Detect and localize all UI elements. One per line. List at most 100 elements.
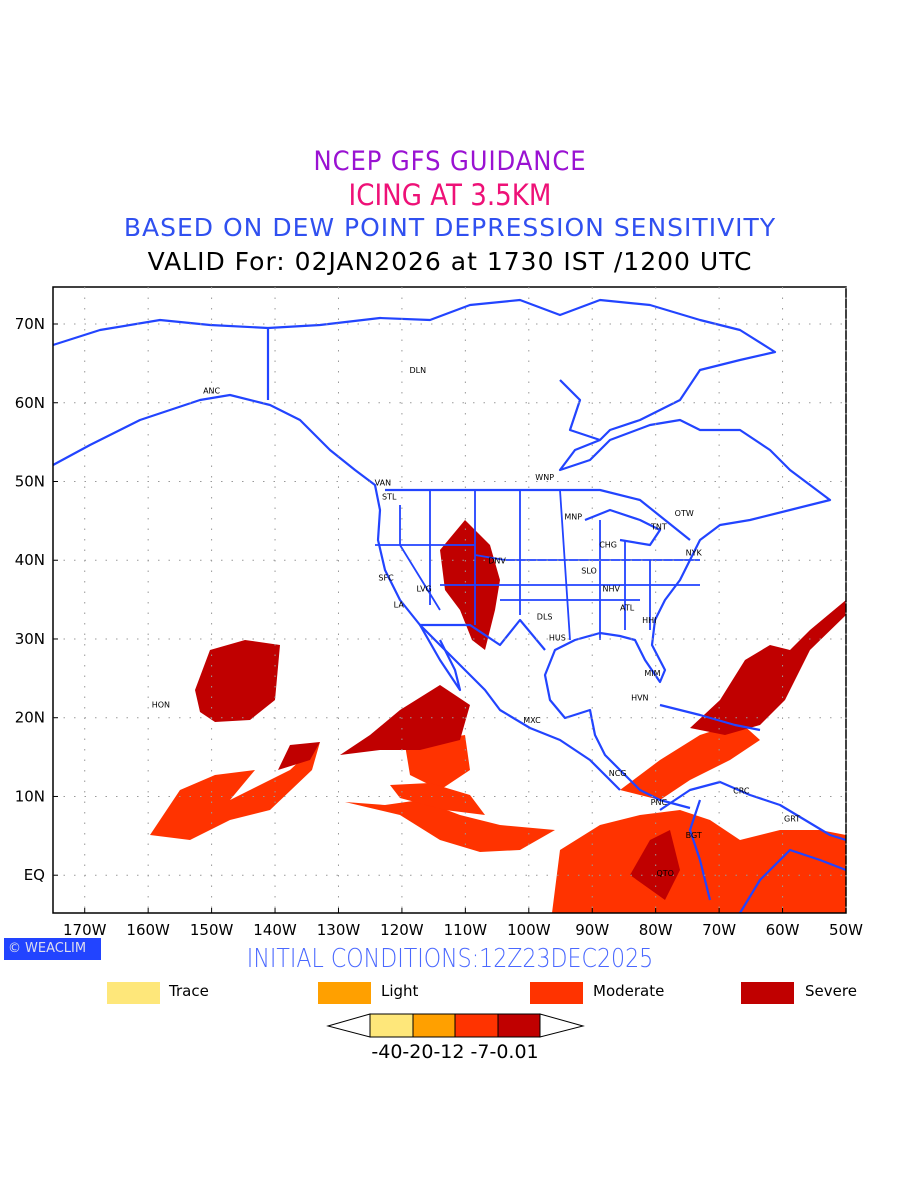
lon-tick-label: 160W [126,921,170,939]
lon-tick-label: 140W [253,921,297,939]
colorbar-light [412,1013,456,1038]
city-label-chg: CHG [599,541,617,550]
city-label-grt: GRT [784,815,800,824]
city-label-anc: ANC [203,386,220,395]
colorbar-severe [497,1013,541,1038]
city-label-mnp: MNP [564,512,582,521]
copyright-icon: © [8,941,21,956]
longitude-labels: 170W 160W 150W 140W 130W 120W 110W 100W 90W 80W 70… [63,921,863,939]
city-label-pnc: PNC [651,798,668,807]
city-label-mim: MIM [644,669,660,678]
latitude-labels: 70N 60N 50N 40N 30N 20N 10N EQ [15,315,45,884]
icing-moderate-area [552,810,846,913]
city-label-hon: HON [152,700,170,709]
city-label-stl: STL [382,493,397,502]
lon-tick-label: 110W [444,921,488,939]
legend-label-trace: Trace [169,982,209,1000]
legend-swatch-light [318,982,371,1004]
icing-severe-area [278,742,320,770]
title-icing-level: ICING AT 3.5KM [348,178,552,212]
lat-tick-label: 40N [15,551,45,569]
city-label-tnt: TNT [650,523,667,532]
coastlines [52,298,847,914]
city-label-wnp: WNP [535,473,554,482]
title-valid-time: VALID For: 02JAN2026 at 1730 IST /1200 U… [147,247,753,276]
city-label-bgt: BGT [686,831,702,840]
colorbar-right-arrow [539,1013,585,1038]
north-america-coast [52,298,832,810]
icing-moderate-area [390,783,485,815]
south-america-coast [659,780,847,914]
city-label-sfc: SFC [378,574,394,583]
city-label-otw: OTW [675,509,694,518]
title-method: BASED ON DEW POINT DEPRESSION SENSITIVIT… [123,213,777,242]
city-label-ncg: NCG [609,769,627,778]
lat-tick-label: 30N [15,630,45,648]
lon-tick-label: 50W [829,921,863,939]
city-label-mxc: MXC [523,716,541,725]
lon-tick-label: 60W [766,921,800,939]
us-canada-border [385,488,691,541]
city-label-hvn: HVN [631,693,648,702]
icing-severe-area [690,600,846,735]
lat-tick-label: 20N [15,709,45,727]
us-mexico-border [420,618,546,651]
icing-moderate-area [150,742,320,840]
icing-severe-area [630,830,680,900]
city-label-hhi: HHI [642,616,656,625]
state-lines [375,489,700,641]
lon-tick-label: 150W [190,921,234,939]
icing-areas [150,520,846,913]
city-label-la: LA [394,600,405,609]
baja-coast [419,624,462,692]
map-frame [52,286,847,914]
legend-swatch-moderate [530,982,583,1004]
title-guidance: NCEP GFS GUIDANCE [313,146,587,177]
legend-label-light: Light [381,982,419,1000]
city-label-dnv: DNV [488,556,506,565]
city-label-van: VAN [375,478,391,487]
logo-text: WEACLIM [25,941,87,956]
lon-tick-label: 90W [575,921,609,939]
icing-moderate-area [620,722,760,800]
lon-tick-label: 100W [507,921,551,939]
lat-tick-label: 10N [15,787,45,805]
legend-label-severe: Severe [805,982,857,1000]
caribbean-islands [659,703,761,732]
lon-tick-label: 170W [63,921,107,939]
initial-conditions: INITIAL CONDITIONS:12Z23DEC2025 [246,944,654,974]
colorbar-moderate [454,1013,499,1038]
city-label-lvg: LVG [416,585,431,594]
city-label-nyk: NYK [686,549,703,558]
city-label-crc: CRC [733,786,750,795]
lon-tick-label: 70W [702,921,736,939]
colorbar [326,1013,585,1038]
lat-tick-label: 50N [15,472,45,490]
lon-tick-label: 120W [380,921,424,939]
city-label-nhv: NHV [603,585,621,594]
city-label-hus: HUS [549,634,566,643]
colorbar-labels: -40-20-12 -7-0.01 [371,1041,538,1063]
great-lakes [584,508,662,547]
lat-tick-label: 60N [15,394,45,412]
city-label-atl: ATL [620,604,635,613]
city-label-dln: DLN [409,366,426,375]
city-label-dls: DLS [537,612,553,621]
legend-swatch-trace [107,982,160,1004]
west-coast [52,393,621,791]
city-label-slo: SLO [581,567,597,576]
lat-tick-label: EQ [24,866,45,884]
lat-tick-label: 70N [15,315,45,333]
colorbar-left-arrow [326,1013,371,1038]
icing-severe-area [195,640,280,722]
legend-label-moderate: Moderate [593,982,665,1000]
legend-swatch-severe [741,982,794,1004]
city-label-qto: QTO [656,869,673,878]
hudson-bay [559,379,601,442]
lon-tick-label: 80W [639,921,673,939]
icing-severe-area [340,685,470,755]
colorbar-trace [369,1013,414,1038]
lon-tick-label: 130W [317,921,361,939]
